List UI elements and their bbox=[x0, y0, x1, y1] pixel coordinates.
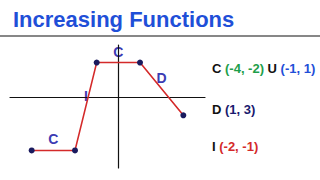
svg-text:U: U bbox=[268, 61, 277, 76]
svg-text:D: D bbox=[156, 69, 167, 86]
svg-text:(-2, -1): (-2, -1) bbox=[219, 139, 258, 154]
svg-text:C: C bbox=[48, 131, 58, 147]
svg-text:C: C bbox=[212, 61, 222, 76]
svg-text:(-4, -2): (-4, -2) bbox=[225, 61, 264, 76]
svg-text:I: I bbox=[83, 87, 88, 104]
svg-text:D: D bbox=[212, 102, 221, 117]
svg-text:Increasing Functions: Increasing Functions bbox=[13, 7, 234, 32]
svg-text:(1, 3): (1, 3) bbox=[225, 102, 255, 117]
svg-text:I: I bbox=[212, 139, 216, 154]
svg-text:C: C bbox=[113, 43, 124, 60]
svg-text:(-1, 1): (-1, 1) bbox=[281, 61, 316, 76]
